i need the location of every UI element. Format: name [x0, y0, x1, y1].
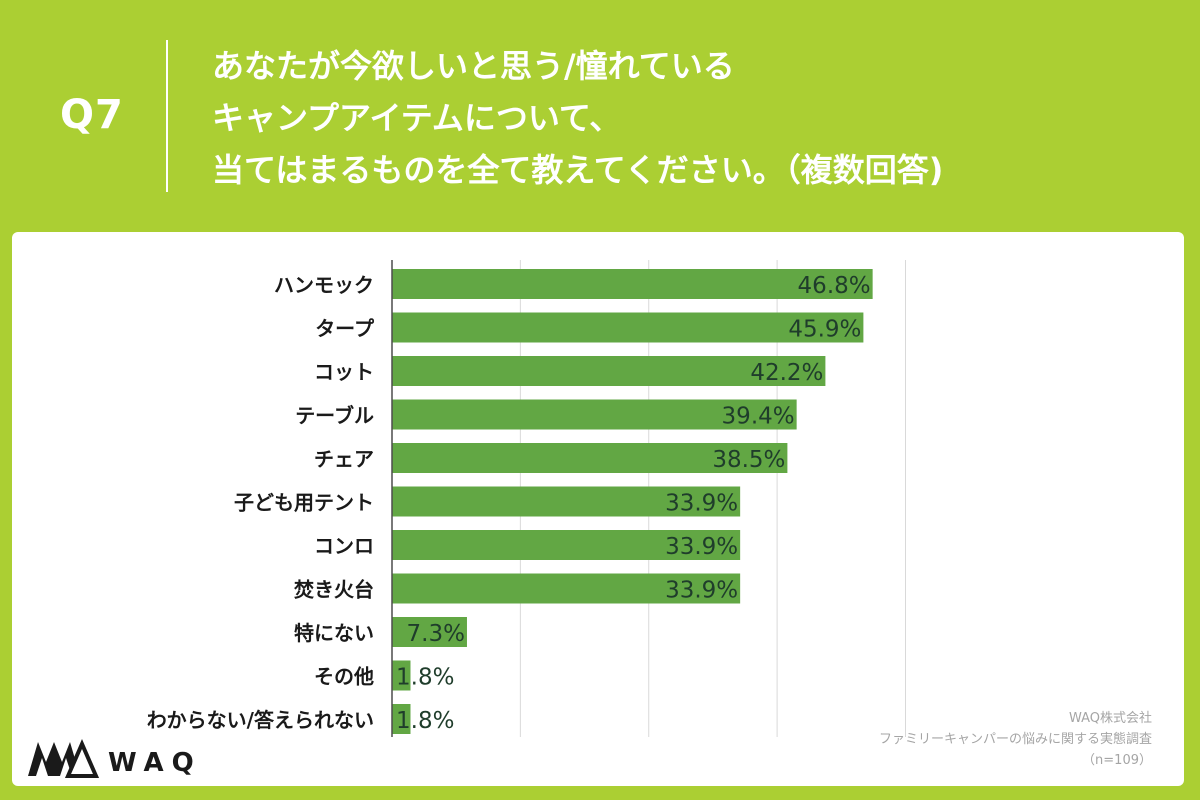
value-label-3: 42.2%: [750, 360, 823, 386]
value-label-6: 33.9%: [665, 491, 738, 517]
logo-text: WAQ: [108, 748, 202, 778]
bar-5: [392, 443, 788, 473]
source-company: WAQ株式会社: [1068, 711, 1152, 726]
category-label-2: タープ: [315, 317, 375, 341]
question-line-1: あなたが今欲しいと思う/憧れている: [212, 47, 735, 85]
category-label-5: チェア: [314, 447, 374, 471]
source-note: WAQ株式会社 ファミリーキャンパーの悩みに関する実態調査 （n=109）: [879, 708, 1152, 771]
waq-logo: WAQ: [28, 739, 202, 778]
logo-triangle-icon: [64, 739, 100, 778]
bar-1: [392, 269, 873, 299]
value-label-5: 38.5%: [712, 447, 785, 473]
category-label-9: 特にない: [294, 621, 374, 645]
category-label-6: 子ども用テント: [234, 491, 374, 515]
question-header: Q7 あなたが今欲しいと思う/憧れている キャンプアイテムについて、 当てはまる…: [0, 0, 1200, 232]
question-line-3: 当てはまるものを全て教えてください。（複数回答): [212, 151, 944, 189]
bar-11: [392, 704, 411, 734]
header-divider: [166, 40, 168, 192]
source-survey: ファミリーキャンパーの悩みに関する実態調査: [878, 732, 1152, 747]
category-label-11: わからない/答えられない: [147, 708, 374, 732]
question-line-2: キャンプアイテムについて、: [212, 99, 622, 137]
category-label-7: コンロ: [314, 534, 374, 558]
category-label-10: その他: [314, 665, 374, 689]
category-label-8: 焚き火台: [294, 578, 374, 602]
bar-10: [392, 660, 411, 691]
value-label-2: 45.9%: [788, 317, 861, 343]
category-label-1: ハンモック: [274, 273, 374, 297]
value-label-7: 33.9%: [665, 534, 738, 560]
question-text: あなたが今欲しいと思う/憧れている キャンプアイテムについて、 当てはまるものを…: [212, 40, 1172, 196]
bar-4: [392, 399, 797, 430]
category-label-4: テーブル: [295, 404, 374, 428]
value-label-10: 1.8%: [396, 665, 454, 691]
bar-8: [392, 573, 741, 604]
chart-panel: ハンモック 46.8% タープ 45.9% コット 42.2% テーブル 39.4% チェア 38…: [12, 232, 1184, 786]
bar-chart: ハンモック 46.8% タープ 45.9% コット 42.2% テーブル 39.4% チェア 38…: [147, 260, 906, 737]
bar-2: [392, 312, 864, 343]
value-label-4: 39.4%: [722, 404, 795, 430]
source-sample: （n=109）: [1082, 753, 1152, 768]
bar-7: [392, 530, 741, 560]
bar-3: [392, 356, 826, 386]
bar-9: [392, 617, 467, 647]
logo-mark-icon: [28, 742, 80, 776]
value-label-1: 46.8%: [798, 273, 871, 299]
value-label-9: 7.3%: [407, 621, 465, 647]
bar-6: [392, 486, 741, 517]
value-label-8: 33.9%: [665, 578, 738, 604]
value-label-11: 1.8%: [396, 708, 454, 734]
question-number: Q7: [60, 92, 124, 138]
category-label-3: コット: [314, 360, 374, 384]
